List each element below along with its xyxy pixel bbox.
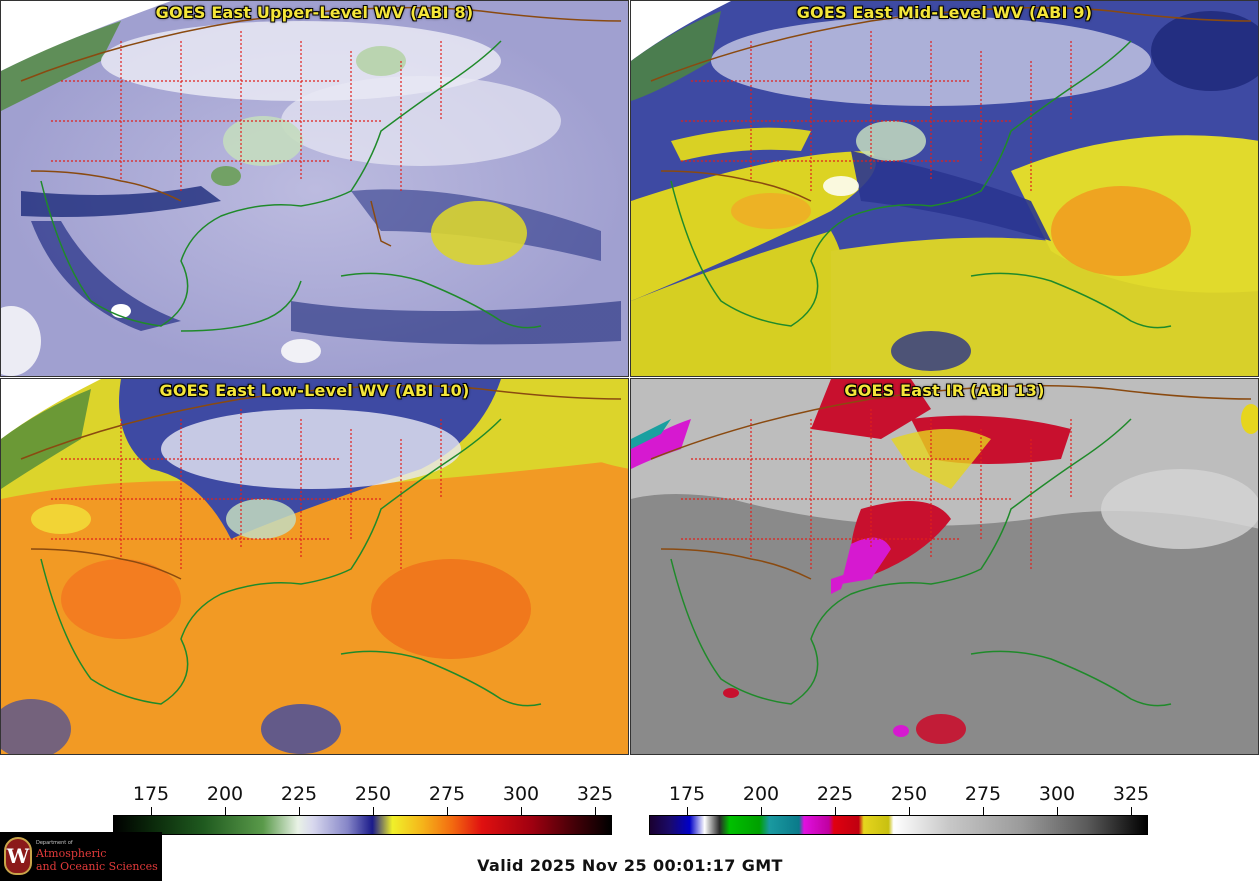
wv-colorbar: 175 200 225 250 275 300 325	[113, 783, 614, 838]
ir-colorbar-gradient	[649, 815, 1148, 835]
wv-tick-label: 250	[354, 783, 392, 805]
panel-mid-level-wv: GOES East Mid-Level WV (ABI 9)	[630, 0, 1259, 377]
uw-seal-icon: W	[4, 837, 32, 875]
wv-tick-mark	[225, 807, 226, 815]
ir-tick-mark	[761, 807, 762, 815]
ir-tick-label: 200	[742, 783, 780, 805]
wv-tick-label: 325	[576, 783, 614, 805]
ir-image	[631, 379, 1258, 754]
ir-tick-label: 325	[1112, 783, 1150, 805]
ir-tick-mark	[1057, 807, 1058, 815]
ir-tick-mark	[687, 807, 688, 815]
wv-tick-label: 225	[280, 783, 318, 805]
wv-tick-label: 300	[502, 783, 540, 805]
ir-tick-mark	[909, 807, 910, 815]
logo-line-1: Atmospheric	[36, 847, 107, 860]
ir-tick-label: 175	[668, 783, 706, 805]
ir-tick-mark	[1131, 807, 1132, 815]
wv-colorbar-ticks: 175 200 225 250 275 300 325	[113, 783, 614, 807]
wv-tick-mark	[521, 807, 522, 815]
wv-tick-label: 175	[132, 783, 170, 805]
logo-dept-line: Department of	[36, 840, 73, 846]
valid-time: Valid 2025 Nov 25 00:01:17 GMT	[477, 856, 783, 875]
ir-tick-label: 250	[890, 783, 928, 805]
wv-tick-mark	[151, 807, 152, 815]
ir-tick-label: 275	[964, 783, 1002, 805]
ir-colorbar: 175 200 225 250 275 300 325	[649, 783, 1150, 838]
wv-tick-label: 275	[428, 783, 466, 805]
wv-tick-mark	[447, 807, 448, 815]
wv-colorbar-gradient	[113, 815, 612, 835]
ir-tick-label: 300	[1038, 783, 1076, 805]
low-level-wv-image	[1, 379, 628, 754]
mid-level-wv-title: GOES East Mid-Level WV (ABI 9)	[796, 3, 1093, 22]
upper-level-wv-image	[1, 1, 628, 376]
ir-tick-mark	[983, 807, 984, 815]
ir-title: GOES East IR (ABI 13)	[844, 381, 1045, 400]
panel-upper-level-wv: GOES East Upper-Level WV (ABI 8)	[0, 0, 629, 377]
low-level-wv-title: GOES East Low-Level WV (ABI 10)	[159, 381, 470, 400]
logo-line-2: and Oceanic Sciences	[36, 860, 158, 873]
aos-logo: W Department of Atmospheric and Oceanic …	[0, 832, 162, 881]
mid-level-wv-image	[631, 1, 1258, 376]
ir-colorbar-ticks: 175 200 225 250 275 300 325	[649, 783, 1150, 807]
panel-ir: GOES East IR (ABI 13)	[630, 378, 1259, 755]
ir-tick-label: 225	[816, 783, 854, 805]
ir-tick-mark	[835, 807, 836, 815]
upper-level-wv-title: GOES East Upper-Level WV (ABI 8)	[155, 3, 474, 22]
panel-low-level-wv: GOES East Low-Level WV (ABI 10)	[0, 378, 629, 755]
wv-tick-mark	[595, 807, 596, 815]
wv-tick-mark	[299, 807, 300, 815]
wv-tick-label: 200	[206, 783, 244, 805]
wv-tick-mark	[373, 807, 374, 815]
